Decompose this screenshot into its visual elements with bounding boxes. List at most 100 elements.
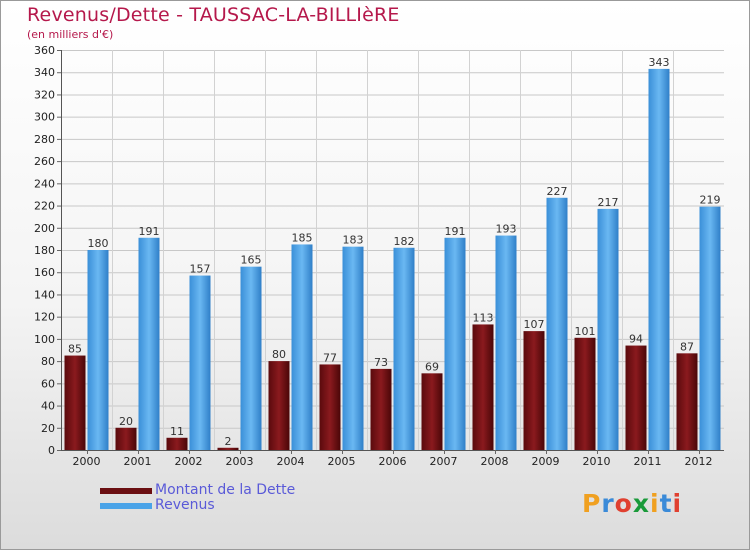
x-tick-label: 2012 — [685, 455, 713, 468]
x-tick-label: 2010 — [583, 455, 611, 468]
bar-revenus — [546, 197, 568, 450]
chart-subtitle: (en milliers d'€) — [27, 28, 114, 41]
x-tick-label: 2007 — [430, 455, 458, 468]
legend-label-revenus: Revenus — [155, 497, 215, 513]
x-tick-label: 2005 — [328, 455, 356, 468]
grid-lines — [61, 50, 724, 450]
bar-dette — [64, 355, 86, 450]
data-label-revenus: 180 — [88, 237, 109, 250]
bar-revenus — [444, 237, 466, 450]
data-labels: 85 180 20 191 11 157 2 165 80 185 77 183 73 182 69 191 1… — [68, 56, 721, 448]
y-tick-label: 280 — [34, 133, 55, 146]
y-tick-label: 240 — [34, 177, 55, 190]
data-label-dette: 11 — [170, 425, 184, 438]
x-tick-label: 2006 — [379, 455, 407, 468]
bar-dette — [676, 353, 698, 450]
data-label-dette: 73 — [374, 356, 388, 369]
logo-letter: r — [601, 489, 615, 518]
data-label-dette: 2 — [225, 435, 232, 448]
bar-dette — [217, 447, 239, 450]
x-tick-label: 2008 — [481, 455, 509, 468]
bar-dette — [574, 337, 596, 450]
x-tick-label: 2003 — [226, 455, 254, 468]
y-tick-label: 360 — [34, 44, 55, 57]
y-tick-label: 260 — [34, 155, 55, 168]
bar-revenus — [189, 275, 211, 450]
data-label-revenus: 185 — [292, 231, 313, 244]
bar-revenus — [291, 244, 313, 450]
logo-letter: i — [672, 489, 683, 518]
data-label-dette: 94 — [629, 333, 643, 346]
logo-letter: t — [659, 489, 673, 518]
chart-title: Revenus/Dette - TAUSSAC-LA-BILLIèRE — [27, 4, 400, 26]
y-tick-label: 100 — [34, 333, 55, 346]
data-label-dette: 107 — [524, 318, 545, 331]
x-tick-label: 2001 — [124, 455, 152, 468]
bar-dette — [268, 361, 290, 450]
bar-revenus — [87, 250, 109, 450]
bar-dette — [370, 368, 392, 450]
y-tick-label: 180 — [34, 244, 55, 257]
bar-dette — [625, 345, 647, 450]
y-tick-label: 60 — [41, 377, 55, 390]
y-tick-label: 160 — [34, 266, 55, 279]
x-tick-label: 2004 — [277, 455, 305, 468]
bar-revenus — [138, 237, 160, 450]
data-label-dette: 69 — [425, 360, 439, 373]
y-tick-label: 340 — [34, 66, 55, 79]
logo-letter: o — [614, 489, 633, 518]
data-label-revenus: 219 — [700, 194, 721, 207]
data-label-dette: 101 — [575, 325, 596, 338]
logo-letter: i — [650, 489, 660, 518]
x-tick-label: 2011 — [634, 455, 662, 468]
y-tick-label: 300 — [34, 111, 55, 124]
logo-letter: x — [632, 489, 650, 518]
x-tick-label: 2000 — [73, 455, 101, 468]
legend-swatch-revenus — [100, 503, 152, 509]
data-label-dette: 20 — [119, 415, 133, 428]
bars — [64, 68, 721, 450]
bar-revenus — [648, 68, 670, 450]
bar-revenus — [699, 206, 721, 450]
data-label-revenus: 183 — [343, 234, 364, 247]
bar-dette — [421, 373, 443, 450]
legend-swatch-dette — [100, 488, 152, 494]
logo-letter: P — [582, 489, 602, 518]
bar-dette — [115, 427, 137, 450]
data-label-revenus: 193 — [496, 223, 517, 236]
data-label-dette: 87 — [680, 340, 694, 353]
data-label-revenus: 217 — [598, 196, 619, 209]
proxiti-logo: Proxiti — [582, 489, 682, 518]
bar-dette — [166, 437, 188, 450]
x-tick-label: 2009 — [532, 455, 560, 468]
y-tick-label: 140 — [34, 288, 55, 301]
bar-dette — [523, 331, 545, 450]
data-label-dette: 85 — [68, 343, 82, 356]
axes: 0204060801001201401601802002202402602803… — [34, 44, 724, 468]
bar-revenus — [240, 266, 262, 450]
y-tick-label: 320 — [34, 88, 55, 101]
y-tick-label: 80 — [41, 355, 55, 368]
data-label-dette: 80 — [272, 348, 286, 361]
bar-revenus — [342, 246, 364, 450]
data-label-revenus: 182 — [394, 235, 415, 248]
y-tick-label: 120 — [34, 311, 55, 324]
y-tick-label: 40 — [41, 400, 55, 413]
x-tick-label: 2002 — [175, 455, 203, 468]
bar-dette — [319, 364, 341, 450]
data-label-revenus: 165 — [241, 254, 262, 267]
bar-revenus — [495, 235, 517, 450]
data-label-revenus: 343 — [649, 56, 670, 69]
y-tick-label: 20 — [41, 422, 55, 435]
legend-label-dette: Montant de la Dette — [155, 482, 296, 498]
data-label-revenus: 227 — [547, 185, 568, 198]
y-tick-label: 220 — [34, 200, 55, 213]
data-label-revenus: 157 — [190, 263, 211, 276]
data-label-dette: 77 — [323, 351, 337, 364]
data-label-dette: 113 — [473, 311, 494, 324]
bar-revenus — [597, 208, 619, 450]
data-label-revenus: 191 — [139, 225, 160, 238]
y-tick-label: 200 — [34, 222, 55, 235]
